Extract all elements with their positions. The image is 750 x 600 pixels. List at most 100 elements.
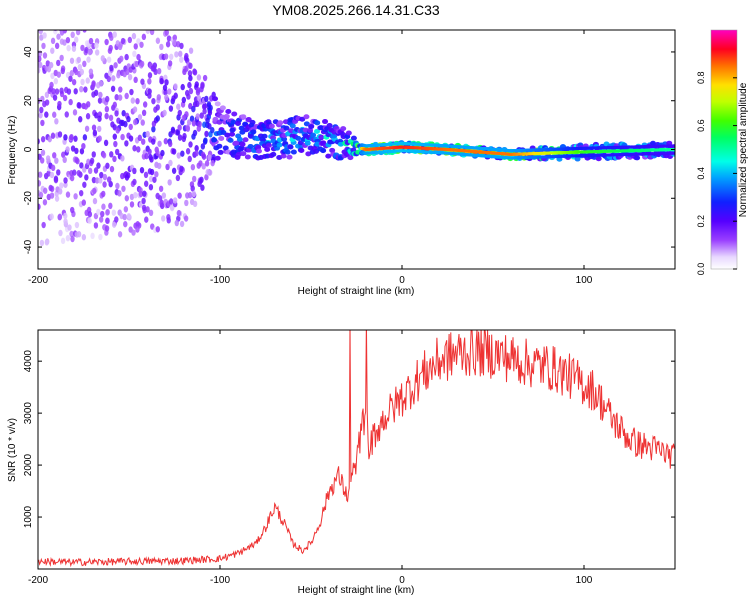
- heatmap-cell: [235, 133, 242, 139]
- heatmap-cell: [149, 156, 154, 163]
- heatmap-cell: [56, 71, 62, 78]
- heatmap-cell: [111, 221, 117, 228]
- heatmap-cell: [77, 63, 83, 71]
- heatmap-cell: [157, 162, 162, 170]
- heatmap-cell: [143, 171, 149, 179]
- heatmap-cell: [179, 56, 184, 63]
- heatmap-cell: [90, 232, 95, 240]
- heatmap-cell: [101, 152, 107, 159]
- heatmap-cell: [62, 30, 68, 34]
- heatmap-cell: [188, 87, 194, 95]
- heatmap-cell: [97, 97, 103, 104]
- heatmap-cell: [63, 218, 68, 225]
- colorbar-tick-label: 0.8: [696, 72, 706, 85]
- heatmap-cell: [126, 115, 131, 123]
- heatmap-cell: [88, 37, 94, 45]
- heatmap-cell: [70, 145, 76, 152]
- heatmap-cell: [135, 226, 140, 233]
- heatmap-cell: [174, 51, 179, 58]
- heatmap-cell: [179, 42, 184, 50]
- heatmap-cell: [73, 193, 78, 200]
- heatmap-cell: [120, 37, 126, 45]
- heatmap-cell: [304, 140, 311, 146]
- heatmap-cell: [51, 88, 56, 95]
- heatmap-cell: [66, 88, 72, 95]
- heatmap-cell: [191, 120, 197, 127]
- heatmap-cell: [79, 162, 84, 169]
- heatmap-cell: [106, 75, 112, 83]
- heatmap-cell: [94, 112, 99, 119]
- heatmap-cell: [595, 156, 602, 162]
- heatmap-cell: [124, 195, 130, 202]
- heatmap-cell: [112, 124, 117, 131]
- heatmap-cell: [62, 156, 67, 164]
- heatmap-cell: [63, 177, 68, 184]
- top-x-axis-label: Height of straight line (km): [298, 286, 415, 297]
- heatmap-cell: [200, 82, 205, 90]
- top-y-tick-label: -20: [23, 191, 34, 206]
- heatmap-cell: [187, 70, 193, 77]
- top-y-axis-label: Frequency (Hz): [7, 116, 18, 185]
- heatmap-cell: [76, 56, 81, 64]
- heatmap-cell: [139, 41, 144, 48]
- heatmap-cell: [148, 175, 154, 183]
- heatmap-cell: [187, 191, 193, 199]
- heatmap-cell: [329, 147, 336, 153]
- heatmap-cell: [198, 160, 203, 167]
- heatmap-cell: [114, 216, 119, 223]
- heatmap-cell: [138, 190, 144, 198]
- heatmap-cell: [132, 167, 137, 175]
- heatmap-cell: [176, 103, 181, 110]
- heatmap-cell: [93, 167, 99, 174]
- heatmap-cell: [144, 216, 149, 223]
- heatmap-cell: [68, 98, 73, 106]
- heatmap-cell: [203, 137, 208, 144]
- heatmap-cell: [207, 123, 212, 130]
- heatmap-cell: [314, 120, 321, 126]
- heatmap-cell: [101, 203, 106, 210]
- heatmap-cell: [147, 72, 153, 79]
- heatmap-cell: [57, 100, 62, 108]
- heatmap-cell: [104, 95, 110, 103]
- heatmap-cell: [52, 152, 57, 159]
- heatmap-cell: [164, 94, 169, 101]
- heatmap-cell: [163, 138, 169, 145]
- heatmap-cell: [49, 81, 54, 89]
- top-x-ticks: -200 -100 0 100: [28, 30, 593, 286]
- heatmap-cell: [310, 132, 317, 138]
- heatmap-cell: [131, 32, 137, 40]
- top-x-tick-label: -200: [28, 275, 48, 286]
- heatmap-cell: [172, 39, 177, 46]
- heatmap-cell: [166, 217, 171, 224]
- heatmap-cell: [133, 76, 138, 84]
- heatmap-cell: [177, 192, 182, 199]
- heatmap-cell: [42, 199, 48, 206]
- heatmap-cell: [98, 80, 104, 87]
- heatmap-cell: [151, 126, 156, 133]
- heatmap-cell: [72, 109, 78, 116]
- heatmap-cell: [80, 78, 85, 86]
- heatmap-cell: [42, 52, 48, 59]
- heatmap-cell: [178, 50, 183, 58]
- heatmap-cell: [38, 203, 41, 210]
- heatmap-cell: [145, 130, 150, 138]
- heatmap-cell: [69, 230, 74, 238]
- heatmap-cell: [194, 145, 199, 152]
- bottom-x-tick-label: 0: [399, 575, 405, 586]
- heatmap-cell: [94, 177, 100, 184]
- heatmap-cell: [187, 81, 192, 89]
- heatmap-cell: [71, 45, 77, 52]
- heatmap-cell: [114, 110, 119, 117]
- heatmap-cell: [65, 234, 71, 242]
- bottom-y-axis-label: SNR (10 * v/v): [7, 418, 18, 482]
- heatmap-cell: [224, 132, 231, 138]
- heatmap-cell: [161, 215, 166, 222]
- heatmap-cell: [165, 163, 170, 171]
- heatmap-cell: [163, 53, 169, 60]
- heatmap-cell: [164, 79, 169, 86]
- heatmap-cell: [108, 44, 113, 52]
- heatmap-cell: [135, 97, 140, 105]
- heatmap-cell: [250, 129, 257, 135]
- heatmap-cell: [141, 33, 147, 41]
